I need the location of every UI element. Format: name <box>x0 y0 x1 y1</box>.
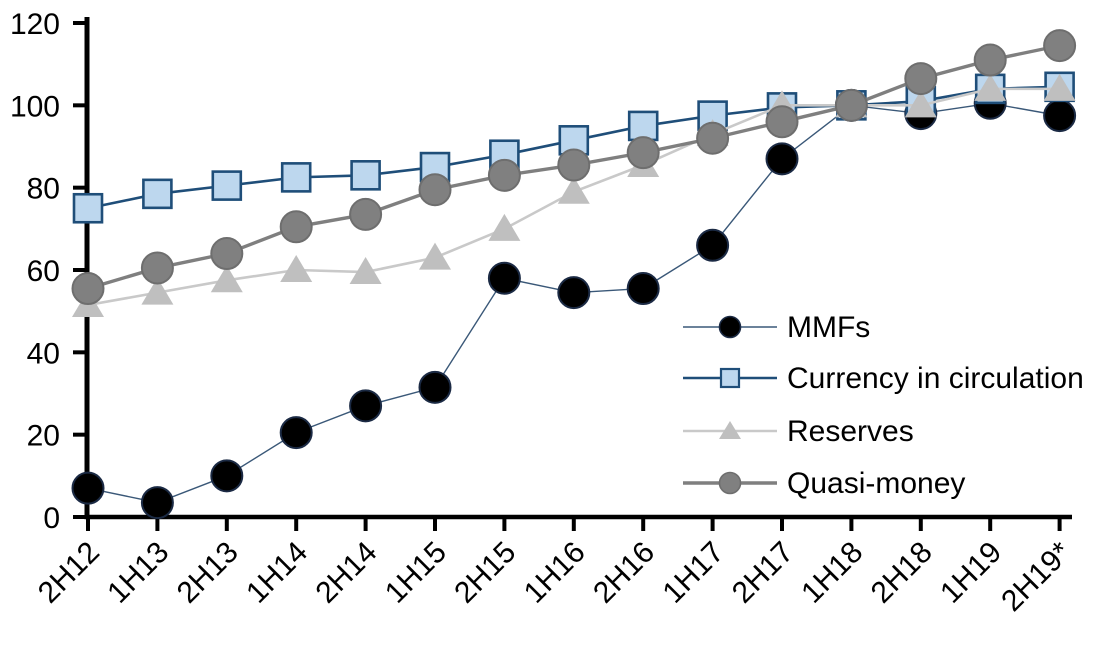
marker-circle <box>696 121 730 155</box>
y-axis-tick-label: 0 <box>43 502 60 535</box>
marker-triangle <box>974 73 1007 101</box>
marker-triangle <box>349 257 382 285</box>
legend-label: Quasi-money <box>787 467 965 500</box>
x-axis-category-label: 2H19* <box>995 535 1078 618</box>
marker-circle <box>210 459 244 493</box>
marker-triangle <box>1043 73 1076 101</box>
x-axis-category-label: 1H16 <box>518 536 592 610</box>
marker-square <box>280 162 312 193</box>
y-axis-tick-label: 80 <box>27 173 60 206</box>
marker-circle <box>140 486 174 520</box>
marker-circle <box>71 272 105 306</box>
y-axis-tick-label: 100 <box>10 90 60 123</box>
legend-label: MMFs <box>787 311 870 344</box>
y-axis-tick-label: 60 <box>27 255 60 288</box>
legend-item-quasi-money: Quasi-money <box>683 467 965 500</box>
legend-item-currency-in-circulation: Currency in circulation <box>683 362 1084 395</box>
marker-square <box>142 178 173 210</box>
legend-item-reserves: Reserves <box>683 415 914 448</box>
marker-circle <box>718 471 742 495</box>
marker-circle <box>696 228 730 262</box>
marker-circle <box>418 173 452 207</box>
marker-circle <box>1043 99 1077 133</box>
marker-circle <box>140 251 174 285</box>
y-axis-tick-label: 20 <box>27 420 60 453</box>
y-axis-tick-label: 40 <box>27 337 60 370</box>
x-axis-category-label: 1H19 <box>934 536 1008 610</box>
marker-circle <box>626 136 660 170</box>
x-axis-category-label: 2H12 <box>32 536 106 610</box>
marker-circle <box>765 142 799 176</box>
marker-circle <box>349 197 383 231</box>
marker-square <box>72 192 104 224</box>
marker-circle <box>210 237 244 271</box>
legend-label: Reserves <box>787 415 914 448</box>
marker-square <box>719 367 741 389</box>
marker-triangle <box>488 213 521 241</box>
x-axis-category-label: 2H17 <box>726 536 800 610</box>
x-axis-category-label: 2H14 <box>310 536 384 610</box>
marker-triangle <box>280 255 313 282</box>
marker-circle <box>718 315 742 339</box>
marker-square <box>627 110 659 142</box>
marker-circle <box>1043 29 1077 63</box>
x-axis-category-label: 1H17 <box>657 536 731 610</box>
marker-triangle <box>557 176 590 204</box>
marker-circle <box>279 210 313 244</box>
axes <box>73 17 1072 531</box>
series-quasi-money <box>71 29 1077 306</box>
marker-triangle <box>210 265 243 293</box>
marker-circle <box>487 158 521 192</box>
marker-circle <box>418 370 452 404</box>
marker-circle <box>71 471 105 505</box>
marker-circle <box>349 389 383 423</box>
marker-circle <box>487 261 521 295</box>
x-axis-category-label: 1H13 <box>101 536 175 610</box>
x-axis-category-label: 2H13 <box>171 536 245 610</box>
marker-circle <box>557 148 591 182</box>
y-axis-tick-label: 120 <box>10 8 60 41</box>
x-axis-category-label: 1H18 <box>795 536 869 610</box>
x-axis-category-label: 1H14 <box>240 536 314 610</box>
x-axis-category-label: 2H16 <box>587 536 661 610</box>
marker-triangle <box>719 421 741 439</box>
marker-circle <box>765 105 799 139</box>
marker-circle <box>973 43 1007 77</box>
marker-circle <box>557 276 591 310</box>
legend: MMFs Currency in circulation Reserves Quasi… <box>683 311 1084 500</box>
marker-square <box>211 170 243 201</box>
x-axis-category-label: 2H18 <box>865 536 939 610</box>
marker-triangle <box>141 277 174 305</box>
marker-triangle <box>904 90 937 118</box>
x-axis-category-label: 1H15 <box>379 536 453 610</box>
x-axis-category-label: 2H15 <box>448 536 522 610</box>
marker-square <box>350 160 381 191</box>
marker-triangle <box>419 242 451 270</box>
legend-item-mmfs: MMFs <box>683 311 870 344</box>
marker-circle <box>279 416 313 450</box>
marker-circle <box>904 62 938 96</box>
marker-circle <box>626 272 660 306</box>
legend-label: Currency in circulation <box>787 362 1084 395</box>
marker-circle <box>834 88 868 122</box>
